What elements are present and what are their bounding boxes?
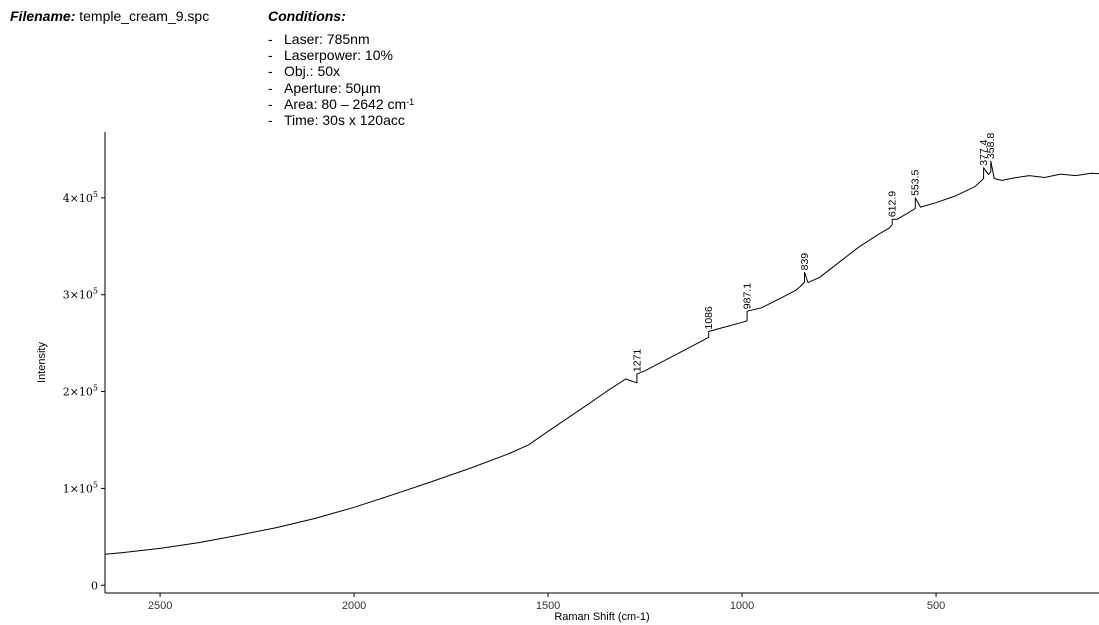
x-tick-label: 1500 bbox=[536, 600, 560, 612]
peak-label: 377.4 bbox=[978, 139, 990, 165]
y-tick-label: 2×105 bbox=[63, 384, 98, 399]
condition-area: - Area: 80 – 2642 cm-1 bbox=[268, 95, 415, 112]
peak-label: 1086 bbox=[703, 306, 715, 330]
x-tick-label: 1000 bbox=[730, 600, 754, 612]
condition-objective: - Obj.: 50x bbox=[268, 63, 341, 80]
condition-aperture-text: Aperture: 50µm bbox=[284, 79, 381, 96]
filename-line: Filename: temple_cream_9.spc bbox=[10, 8, 209, 24]
peak-label: 839 bbox=[799, 253, 811, 271]
x-tick-label: 500 bbox=[927, 600, 945, 612]
y-tick-label: 1×105 bbox=[63, 480, 98, 495]
conditions-list: - Laser: 785nm - Laserpower: 10% - Obj.: 50… bbox=[268, 31, 414, 128]
condition-laserpower-text: Laserpower: 10% bbox=[284, 47, 393, 64]
condition-time: - Time: 30s x 120acc bbox=[268, 112, 405, 129]
condition-time-text: Time: 30s x 120acc bbox=[284, 112, 405, 129]
peak-label: 987.1 bbox=[742, 283, 754, 309]
y-tick-label: 4×105 bbox=[63, 190, 98, 205]
condition-area-text: Area: 80 – 2642 cm bbox=[284, 95, 407, 112]
x-tick-label: 2500 bbox=[148, 600, 172, 612]
conditions-block: Conditions: - Laser: 785nm - Laserpower: 1… bbox=[268, 8, 414, 128]
spectrum-line bbox=[104, 160, 1099, 555]
peak-label: 553.5 bbox=[910, 169, 922, 195]
condition-laser: - Laser: 785nm bbox=[268, 31, 370, 47]
peak-label: 612.9 bbox=[887, 191, 899, 217]
y-axis-label: Intensity bbox=[36, 342, 48, 383]
condition-area-unit-exponent: -1 bbox=[406, 96, 415, 107]
filename-value: temple_cream_9.spc bbox=[79, 8, 210, 24]
condition-laserpower: - Laserpower: 10% bbox=[268, 47, 393, 64]
x-axis-label: Raman Shift (cm-1) bbox=[554, 611, 649, 623]
conditions-title: Conditions: bbox=[268, 8, 346, 24]
condition-aperture: - Aperture: 50µm bbox=[268, 79, 381, 96]
peak-label: 1271 bbox=[631, 349, 643, 373]
condition-objective-text: Obj.: 50x bbox=[284, 63, 341, 80]
x-tick-label: 2000 bbox=[342, 600, 366, 612]
peak-label: 358.8 bbox=[985, 133, 997, 159]
filename-label: Filename: bbox=[10, 8, 76, 24]
chart-series bbox=[104, 160, 1099, 555]
condition-laser-text: Laser: 785nm bbox=[284, 31, 370, 47]
y-tick-label: 0 bbox=[91, 579, 98, 592]
y-tick-label: 3×105 bbox=[63, 287, 98, 302]
chart-axes: 2500 2000 1500 1000 500 0 1×105 2×105 3×105 4×105 bbox=[63, 132, 1099, 612]
